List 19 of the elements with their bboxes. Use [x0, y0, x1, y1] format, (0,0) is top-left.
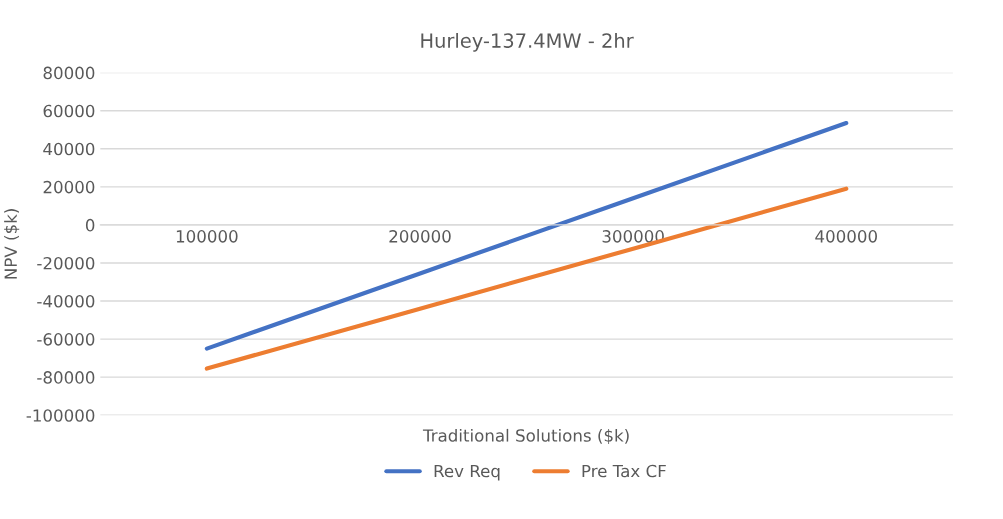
y-tick-label: -100000 [26, 409, 95, 422]
y-tick-label: -20000 [37, 256, 95, 270]
chart-title: Hurley-137.4MW - 2hr [421, 32, 634, 52]
y-tick-label: -80000 [37, 371, 95, 384]
y-tick-label: -40000 [37, 294, 95, 308]
y-tick-label: 80000 [43, 66, 95, 80]
x-tick-label: 400000 [815, 230, 877, 243]
x-tick-label: 300000 [602, 230, 664, 243]
y-tick-label: 0 [85, 218, 95, 232]
y-tick-label: 20000 [43, 180, 95, 194]
x-tick-label: 200000 [389, 230, 451, 243]
y-axis-title: NPV ($k) [4, 209, 20, 279]
legend-label: Pre Tax CF [582, 464, 666, 478]
y-tick-label: -60000 [37, 333, 95, 346]
y-tick-label: 40000 [43, 142, 95, 156]
x-axis-title: Traditional Solutions ($k) [422, 428, 629, 445]
x-tick-label: 100000 [176, 230, 238, 243]
y-tick-label: 60000 [43, 104, 95, 118]
legend-label: Rev Req [434, 464, 500, 481]
